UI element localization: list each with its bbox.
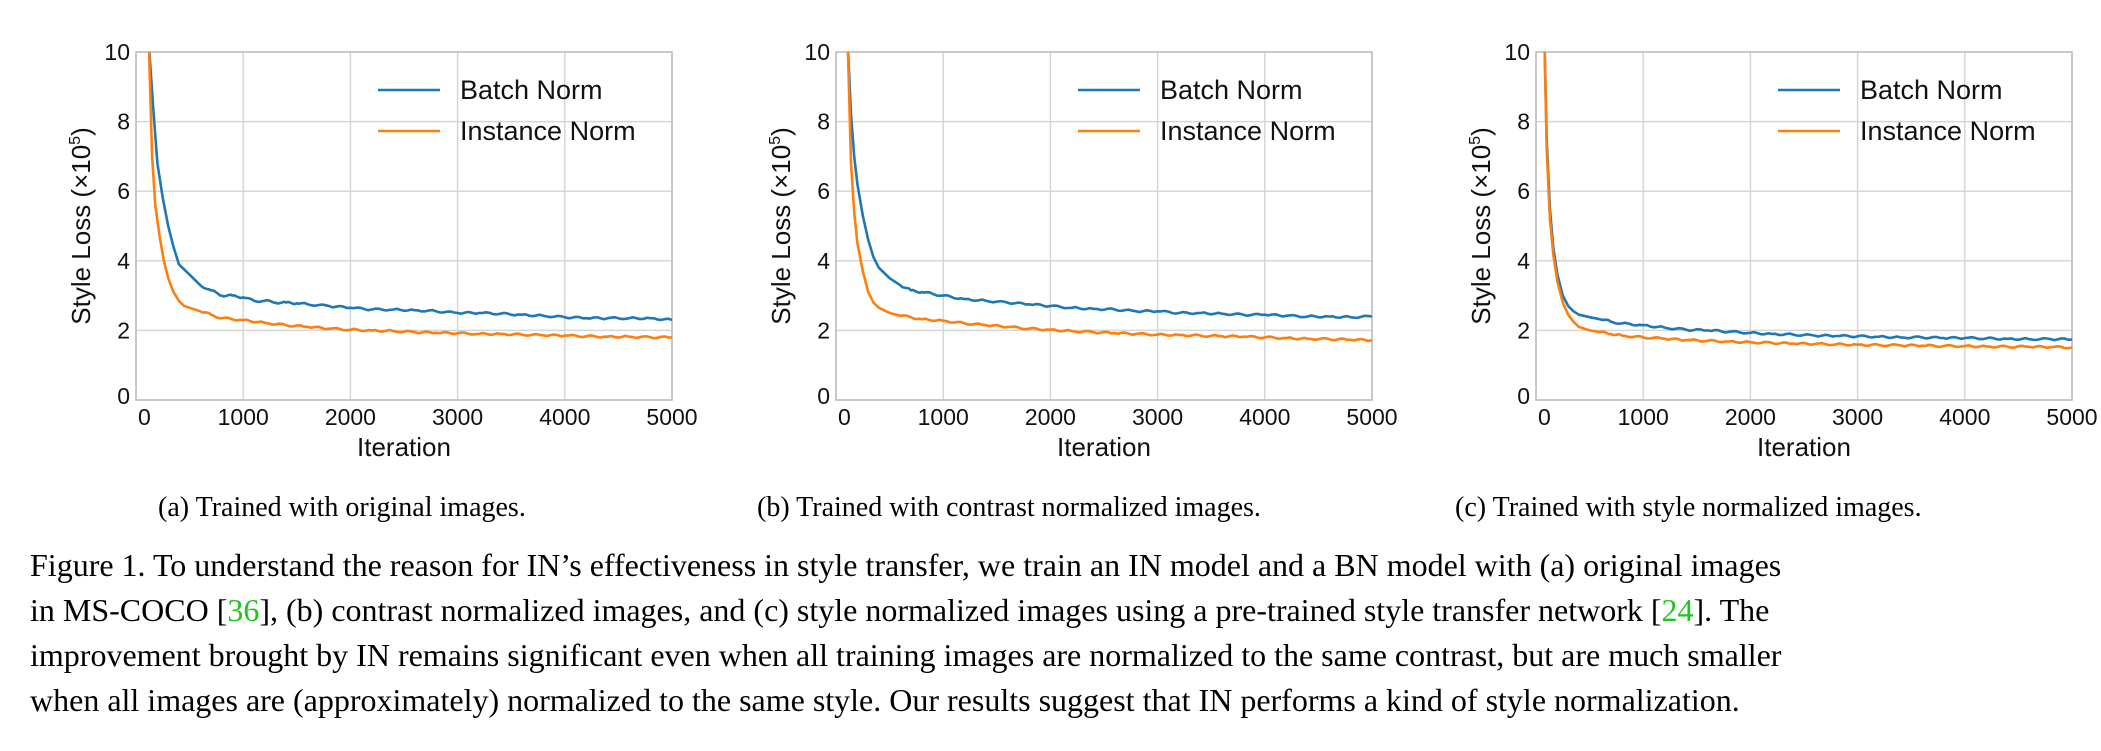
y-tick-label: 6 [117,178,130,204]
y-tick-label: 10 [104,39,130,65]
caption-text: in MS-COCO [ [30,592,228,628]
legend-label: Batch Norm [1860,75,2003,105]
y-axis-label: Style Loss (×105) [1466,127,1496,325]
x-tick-label: 2000 [1025,404,1076,430]
chart-panel-b: 0 1000 2000 3000 4000 5000 0 2 4 6 8 10 Iteration Sty… [766,39,1398,462]
y-tick-label: 8 [817,109,830,135]
x-tick-label: 3000 [1832,404,1883,430]
y-tick-label: 2 [1517,317,1530,343]
y-tick-label: 8 [117,109,130,135]
legend-label: Instance Norm [460,116,636,146]
series-line-instance-norm [147,52,672,340]
figure-caption: Figure 1. To understand the reason for I… [30,543,2080,723]
y-tick-label: 0 [1517,383,1530,409]
subcaption-b: (b) Trained with contrast normalized ima… [757,492,1261,523]
y-tick-label: 10 [804,39,830,65]
series-line-batch-norm [1543,52,2072,342]
y-axis-label: Style Loss (×105) [766,127,796,325]
y-axis-label: Style Loss (×105) [66,127,96,325]
x-tick-label: 1000 [218,404,269,430]
x-tick-label: 0 [138,404,151,430]
x-tick-label: 2000 [1725,404,1776,430]
y-tick-label: 0 [117,383,130,409]
y-tick-label: 2 [117,317,130,343]
subcaption-c: (c) Trained with style normalized images… [1455,492,1922,523]
x-tick-label: 2000 [325,404,376,430]
y-tick-label: 4 [117,248,130,274]
y-tick-label: 0 [817,383,830,409]
plot-frame [835,51,1373,401]
x-tick-label: 3000 [432,404,483,430]
x-tick-label: 4000 [1939,404,1990,430]
y-tick-label: 2 [817,317,830,343]
figure-caption-line-1: Figure 1. To understand the reason for I… [30,547,1782,583]
citation-link[interactable]: 36 [227,592,260,628]
caption-text: ]. The [1693,592,1770,628]
legend-label: Batch Norm [1160,75,1303,105]
chart-panel-a: 0 1000 2000 3000 4000 5000 0 2 4 6 8 10 Iteration Sty… [66,39,698,462]
series-line-batch-norm [846,52,1372,320]
y-tick-label: 6 [817,178,830,204]
y-tick-label: 4 [1517,248,1530,274]
plot-frame [135,51,673,401]
series-group [846,52,1372,343]
x-tick-label: 3000 [1132,404,1183,430]
x-tick-label: 4000 [1239,404,1290,430]
figure-caption-line-3: improvement brought by IN remains signif… [30,637,1782,673]
x-tick-label: 5000 [646,404,697,430]
x-axis-label: Iteration [357,432,451,462]
citation-link[interactable]: 24 [1661,592,1694,628]
y-tick-label: 4 [817,248,830,274]
x-tick-label: 5000 [1346,404,1397,430]
x-tick-label: 5000 [2046,404,2097,430]
series-line-instance-norm [846,52,1372,343]
subcaption-a: (a) Trained with original images. [158,492,526,523]
legend-label: Batch Norm [460,75,603,105]
x-tick-label: 1000 [918,404,969,430]
x-tick-label: 0 [1538,404,1551,430]
legend-label: Instance Norm [1160,116,1336,146]
series-line-batch-norm [148,52,672,322]
x-axis-label: Iteration [1057,432,1151,462]
caption-text: ], (b) contrast normalized images, and (… [259,592,1662,628]
y-tick-label: 10 [1504,39,1530,65]
plot-frame [1535,51,2073,401]
y-tick-label: 6 [1517,178,1530,204]
series-group [1543,52,2072,350]
chart-panel-c: 0 1000 2000 3000 4000 5000 0 2 4 6 8 10 Iteration Sty… [1466,39,2098,462]
x-tick-label: 1000 [1618,404,1669,430]
legend-label: Instance Norm [1860,116,2036,146]
x-tick-label: 4000 [539,404,590,430]
series-line-instance-norm [1543,52,2072,350]
series-group [147,52,672,340]
figure-caption-line-4: when all images are (approximately) norm… [30,682,1740,718]
x-tick-label: 0 [838,404,851,430]
y-tick-label: 8 [1517,109,1530,135]
figure-caption-line-2: in MS-COCO [36], (b) contrast normalized… [30,588,2080,633]
x-axis-label: Iteration [1757,432,1851,462]
